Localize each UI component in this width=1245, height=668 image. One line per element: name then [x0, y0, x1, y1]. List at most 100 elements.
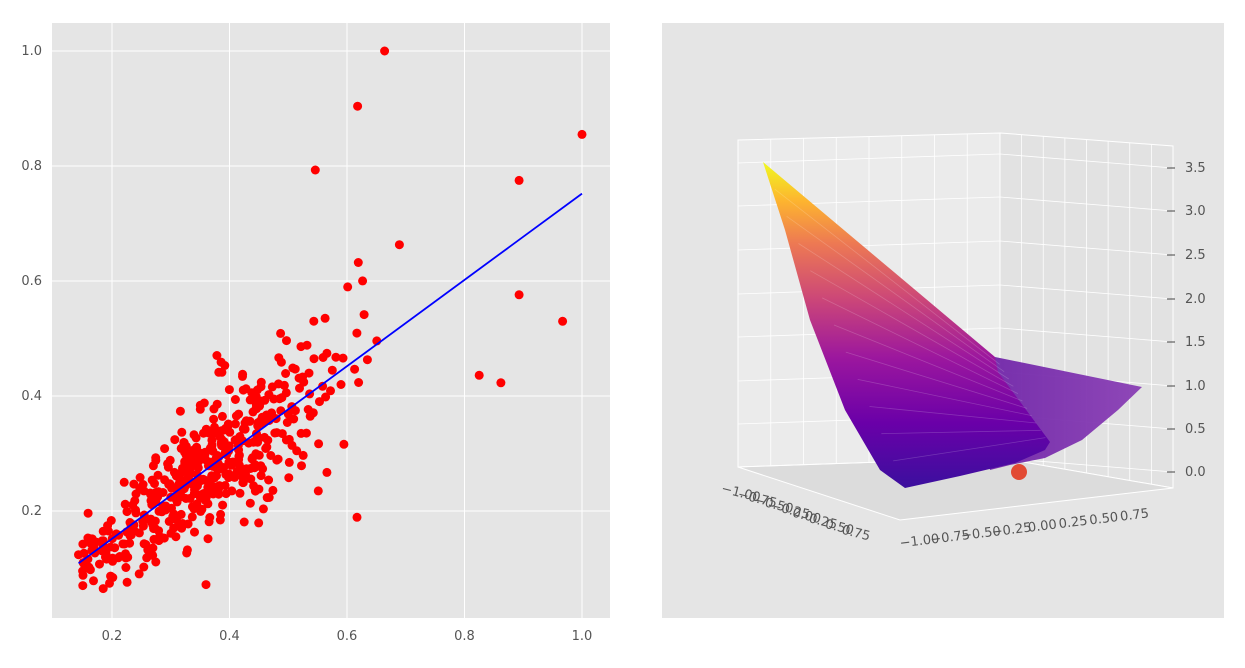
scatter-point [190, 527, 199, 537]
scatter-point [352, 328, 362, 338]
scatter-point [232, 466, 242, 476]
scatter-point [234, 409, 244, 419]
scatter-point [205, 513, 215, 522]
scatter-point [151, 456, 161, 465]
scatter-point [189, 445, 199, 455]
scatter-point [284, 457, 294, 467]
scatter-point [320, 313, 330, 323]
scatter-point [83, 508, 93, 518]
scatter-point [200, 449, 210, 459]
scatter-point [281, 369, 291, 378]
scatter-point [219, 425, 229, 435]
scatter-point [163, 459, 173, 469]
scatter-point [185, 465, 195, 475]
mesh-line [893, 437, 1046, 462]
scatter-point [250, 463, 260, 473]
y-tick-label: 0.00 [1027, 517, 1058, 535]
scatter-point [352, 512, 362, 522]
x-tick-label: 0.25 [807, 511, 839, 533]
scatter-point [230, 395, 240, 404]
z-tick-label: 3.5 [1185, 161, 1206, 176]
scatter-point [292, 446, 302, 456]
scatter-point [122, 577, 132, 587]
scatter-point [359, 310, 369, 320]
scatter-point [318, 381, 328, 391]
scatter-point [74, 550, 83, 560]
scatter-point [209, 414, 219, 424]
scatter-point [310, 165, 320, 175]
scatter-point [230, 419, 240, 429]
scatter-point [220, 361, 230, 370]
scatter-point [195, 404, 205, 414]
scatter-point [294, 373, 304, 383]
scatter-point [322, 348, 332, 358]
scatter-point [290, 364, 300, 374]
scatter-point [89, 576, 98, 586]
scatter-point [235, 488, 245, 498]
scatter-point [214, 483, 224, 493]
mesh-line [881, 429, 1041, 435]
y-tick-label: −1.00 [899, 532, 940, 552]
scatter-point [218, 500, 228, 510]
scatter-point [78, 539, 88, 549]
scatter-point [260, 432, 269, 442]
scatter-point [170, 435, 180, 445]
scatter-point [343, 282, 353, 292]
scatter-point [273, 454, 283, 464]
scatter-point [258, 504, 268, 514]
scatter-point [339, 439, 349, 449]
scatter-point [78, 566, 88, 576]
scatter-point [149, 524, 159, 534]
z-tick-label: 1.0 [1185, 379, 1206, 394]
scatter-point [197, 504, 207, 514]
scatter-point [558, 316, 568, 326]
scatter-point [160, 444, 170, 454]
scatter-point [245, 395, 255, 405]
scatter-point [350, 364, 360, 374]
scatter-point [154, 487, 164, 497]
scatter-point [217, 411, 227, 421]
regression-line [77, 192, 583, 565]
scatter-point [255, 401, 265, 411]
scatter-point [321, 392, 331, 402]
x-tick-label: 0.4 [219, 629, 240, 644]
mesh-line [810, 270, 1014, 387]
scatter-point [301, 428, 311, 438]
scatter-point [234, 451, 244, 461]
x-tick-label: 0.8 [454, 629, 475, 644]
scatter-point [264, 493, 274, 502]
scatter-point [122, 507, 132, 517]
scatter-point [102, 544, 111, 554]
scatter-point [212, 351, 222, 360]
scatter-point [322, 467, 332, 477]
scatter-point [189, 504, 199, 514]
y-tick-label: −0.25 [991, 521, 1032, 541]
loss-surface [763, 162, 1050, 488]
scatter-point [309, 316, 319, 326]
scatter-point [206, 487, 215, 497]
scatter-point [217, 367, 227, 377]
scatter-point [394, 240, 404, 250]
mesh-line [786, 216, 1005, 372]
scatter-point [261, 444, 271, 453]
scatter-point [181, 494, 191, 503]
x-tick-label: 0.2 [102, 629, 123, 644]
scatter-point [121, 553, 131, 563]
scatter-point [353, 101, 363, 111]
z-tick-label: 0.0 [1185, 465, 1206, 480]
scatter-point [309, 354, 319, 364]
y-tick-label: 0.50 [1089, 510, 1120, 528]
scatter-point [252, 385, 262, 395]
scatter-point [248, 453, 258, 463]
scatter-point [119, 477, 129, 487]
scatter-point [276, 328, 286, 338]
scatter-point [256, 471, 266, 481]
scatter-point [246, 474, 256, 484]
scatter-point [577, 129, 587, 139]
scatter-point [282, 336, 291, 346]
pane-gridline [737, 240, 1001, 251]
x-tick-label: 1.0 [572, 629, 593, 644]
scatter-point [120, 499, 130, 509]
y-tick-label: 0.8 [21, 159, 42, 174]
scatter-point [336, 380, 346, 389]
